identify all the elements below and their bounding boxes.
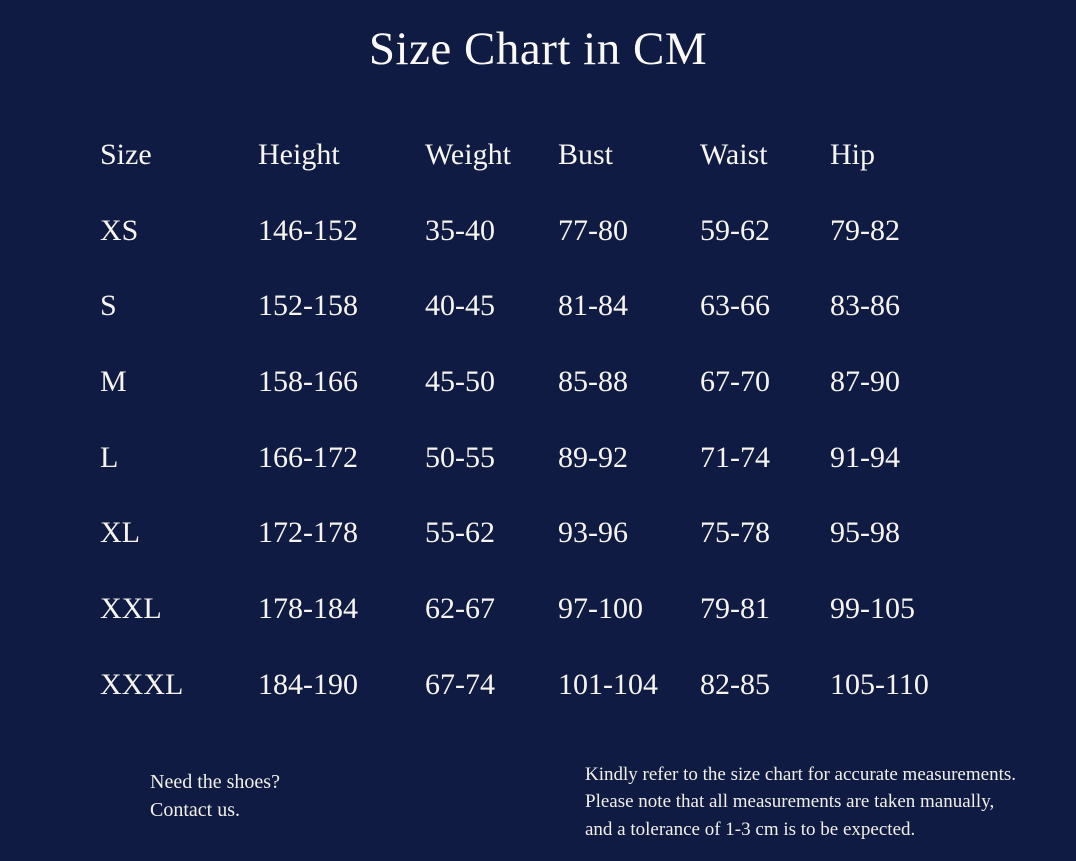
contact-note: Need the shoes? Contact us.	[150, 768, 280, 824]
column-header-height: Height	[258, 137, 340, 171]
table-cell: 91-94	[830, 440, 900, 474]
table-cell: 35-40	[425, 213, 495, 247]
table-cell: 105-110	[830, 667, 929, 701]
column-header-hip: Hip	[830, 137, 875, 171]
row-label: S	[100, 289, 117, 323]
measurement-note: Kindly refer to the size chart for accur…	[585, 761, 1016, 843]
row-label: XXXL	[100, 667, 184, 701]
contact-note-line2: Contact us.	[150, 799, 240, 821]
measurement-note-line2: Please note that all measurements are ta…	[585, 791, 995, 813]
measurement-note-line3: and a tolerance of 1-3 cm is to be expec…	[585, 818, 916, 840]
row-label: L	[100, 440, 119, 474]
contact-note-line1: Need the shoes?	[150, 771, 280, 793]
table-cell: 93-96	[558, 516, 628, 550]
table-cell: 166-172	[258, 440, 358, 474]
table-cell: 79-82	[830, 213, 900, 247]
table-cell: 172-178	[258, 516, 358, 550]
column-header-weight: Weight	[425, 137, 511, 171]
row-label: XS	[100, 213, 139, 247]
column-header-waist: Waist	[700, 137, 768, 171]
measurement-note-line1: Kindly refer to the size chart for accur…	[585, 764, 1016, 785]
column-header-size: Size	[100, 137, 152, 171]
table-cell: 75-78	[700, 516, 770, 550]
table-cell: 99-105	[830, 591, 915, 625]
table-cell: 40-45	[425, 289, 495, 323]
table-cell: 152-158	[258, 289, 358, 323]
table-cell: 89-92	[558, 440, 628, 474]
table-cell: 178-184	[258, 591, 358, 625]
table-cell: 95-98	[830, 516, 900, 550]
table-cell: 184-190	[258, 667, 358, 701]
table-cell: 59-62	[700, 213, 770, 247]
table-cell: 87-90	[830, 364, 900, 398]
row-label: XXL	[100, 591, 162, 625]
table-cell: 81-84	[558, 289, 628, 323]
table-cell: 45-50	[425, 364, 495, 398]
table-cell: 50-55	[425, 440, 495, 474]
row-label: XL	[100, 516, 140, 550]
table-cell: 77-80	[558, 213, 628, 247]
table-cell: 62-67	[425, 591, 495, 625]
table-cell: 97-100	[558, 591, 643, 625]
table-cell: 158-166	[258, 364, 358, 398]
table-cell: 67-74	[425, 667, 495, 701]
table-cell: 71-74	[700, 440, 770, 474]
table-cell: 146-152	[258, 213, 358, 247]
page-title: Size Chart in CM	[368, 23, 708, 75]
table-cell: 67-70	[700, 364, 770, 398]
table-cell: 85-88	[558, 364, 628, 398]
table-cell: 79-81	[700, 591, 770, 625]
table-cell: 63-66	[700, 289, 770, 323]
table-cell: 55-62	[425, 516, 495, 550]
table-cell: 82-85	[700, 667, 770, 701]
size-table: Size Height Weight Bust Waist Hip XS 146…	[100, 117, 1006, 723]
table-cell: 83-86	[830, 289, 900, 323]
table-cell: 101-104	[558, 667, 658, 701]
row-label: M	[100, 364, 127, 398]
column-header-bust: Bust	[558, 137, 614, 171]
